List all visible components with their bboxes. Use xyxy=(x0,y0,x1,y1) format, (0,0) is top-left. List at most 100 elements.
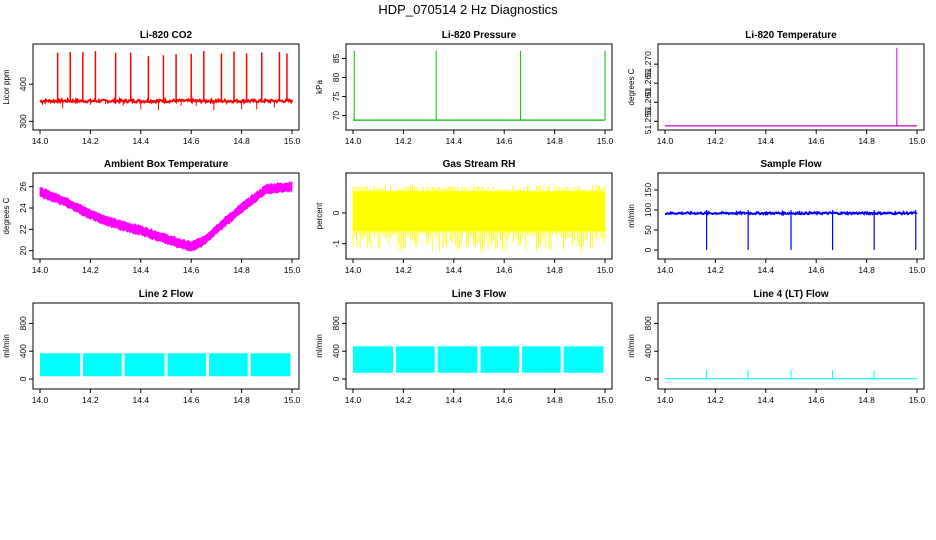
x-tick-label: 14.2 xyxy=(395,395,412,405)
y-tick-label: 51.260 xyxy=(643,89,653,115)
x-tick-label: 15.0 xyxy=(909,136,926,146)
plot-frame xyxy=(345,302,613,390)
x-tick-label: 14.4 xyxy=(446,265,463,275)
x-tick-label: 14.6 xyxy=(496,265,513,275)
y-axis-label: ml/min xyxy=(315,334,324,358)
x-tick-label: 14.4 xyxy=(446,136,463,146)
x-tick-label: 14.0 xyxy=(345,136,362,146)
y-tick-label: -1 xyxy=(331,240,341,248)
chart-title: Li-820 Temperature xyxy=(745,30,837,41)
chart-rh: Gas Stream RH percent 14.0 14.2 14.4 14.6 14.8… xyxy=(315,159,614,275)
x-tick-label: 15.0 xyxy=(284,136,301,146)
y-tick-label: 51.265 xyxy=(643,70,653,96)
y-tick-label: 0 xyxy=(18,376,28,381)
y-tick-label: 51.270 xyxy=(643,51,653,77)
y-tick-label: 20 xyxy=(18,246,28,256)
y-tick-label: 75 xyxy=(331,92,341,102)
x-tick-label: 15.0 xyxy=(909,395,926,405)
x-tick-label: 14.4 xyxy=(758,395,775,405)
chart-line4: Line 4 (LT) Flow ml/min 14.0 14.2 14.4 14.6 14… xyxy=(627,289,926,405)
series-band xyxy=(209,353,248,377)
x-tick-label: 15.0 xyxy=(597,265,614,275)
x-tick-label: 14.8 xyxy=(546,265,563,275)
y-tick-label: 26 xyxy=(18,182,28,192)
chart-temperature: Li-820 Temperature degrees C 14.0 14.2 14.4 1… xyxy=(627,30,926,146)
x-tick-label: 14.6 xyxy=(183,395,200,405)
x-tick-label: 14.6 xyxy=(183,136,200,146)
y-tick-label: 70 xyxy=(331,111,341,121)
plot-frame xyxy=(657,172,925,260)
series-band xyxy=(522,346,561,373)
plot-frame xyxy=(345,43,613,131)
y-tick-label: 24 xyxy=(18,203,28,213)
chart-boxtemp: Ambient Box Temperature degrees C 14.0 14.2… xyxy=(2,159,301,275)
series-band xyxy=(353,346,394,373)
chart-line3: Line 3 Flow ml/min 14.0 14.2 14.4 14.6 14.8 15.… xyxy=(315,289,614,405)
x-tick-label: 14.8 xyxy=(858,395,875,405)
x-tick-label: 14.2 xyxy=(395,136,412,146)
x-tick-label: 15.0 xyxy=(597,136,614,146)
x-tick-label: 14.0 xyxy=(32,265,49,275)
series-band xyxy=(124,353,165,377)
series-band xyxy=(437,346,478,373)
x-tick-label: 14.8 xyxy=(233,136,250,146)
x-tick-label: 15.0 xyxy=(909,265,926,275)
x-tick-label: 14.0 xyxy=(345,395,362,405)
x-tick-label: 14.4 xyxy=(133,136,150,146)
x-tick-label: 14.0 xyxy=(32,395,49,405)
chart-title: Li-820 CO2 xyxy=(140,30,193,41)
chart-pressure: Li-820 Pressure kPa 14.0 14.2 14.4 14.6 14.8 15… xyxy=(315,30,614,146)
x-tick-label: 14.2 xyxy=(82,395,99,405)
x-tick-label: 14.0 xyxy=(657,136,674,146)
x-tick-label: 14.8 xyxy=(233,265,250,275)
x-tick-label: 14.6 xyxy=(183,265,200,275)
x-tick-label: 14.4 xyxy=(758,136,775,146)
y-tick-label: 0 xyxy=(643,376,653,381)
chart-title: Li-820 Pressure xyxy=(442,30,517,41)
plot-frame xyxy=(32,302,300,390)
x-tick-label: 14.2 xyxy=(707,136,724,146)
x-tick-label: 14.4 xyxy=(446,395,463,405)
x-tick-label: 15.0 xyxy=(284,395,301,405)
x-tick-label: 14.8 xyxy=(546,395,563,405)
series-line xyxy=(39,96,293,105)
y-tick-label: 0 xyxy=(331,376,341,381)
y-tick-label: 400 xyxy=(18,77,28,91)
x-tick-label: 15.0 xyxy=(597,395,614,405)
series-band xyxy=(40,353,81,377)
series-band xyxy=(250,353,291,377)
plot-frame xyxy=(657,302,925,390)
series-band xyxy=(83,353,122,377)
y-tick-label: 300 xyxy=(18,114,28,128)
chart-title: Line 2 Flow xyxy=(139,289,194,300)
series-band xyxy=(39,180,293,252)
x-tick-label: 14.8 xyxy=(233,395,250,405)
y-tick-label: 400 xyxy=(18,344,28,358)
plot-frame xyxy=(32,172,300,260)
x-tick-label: 14.6 xyxy=(496,136,513,146)
chart-title: Line 3 Flow xyxy=(452,289,507,300)
y-tick-label: 50 xyxy=(643,225,653,235)
x-tick-label: 14.2 xyxy=(707,265,724,275)
figure-title: HDP_070514 2 Hz Diagnostics xyxy=(378,2,558,17)
plot-frame xyxy=(657,43,925,131)
x-tick-label: 14.4 xyxy=(133,395,150,405)
x-tick-label: 14.0 xyxy=(657,265,674,275)
y-axis-label: kPa xyxy=(315,80,324,94)
y-axis-label: ml/min xyxy=(627,204,636,228)
y-tick-label: 0 xyxy=(643,247,653,252)
y-tick-label: 22 xyxy=(18,224,28,234)
y-axis-label: percent xyxy=(315,202,324,229)
x-tick-label: 15.0 xyxy=(284,265,301,275)
y-axis-label: degrees C xyxy=(627,68,636,105)
series-band xyxy=(396,346,435,373)
y-axis-label: degrees C xyxy=(2,197,11,234)
chart-title: Sample Flow xyxy=(760,159,821,170)
y-tick-label: 800 xyxy=(18,316,28,330)
x-tick-label: 14.2 xyxy=(82,136,99,146)
y-axis-label: Licor ppm xyxy=(2,69,11,104)
x-tick-label: 14.8 xyxy=(858,136,875,146)
chart-title: Ambient Box Temperature xyxy=(104,159,229,170)
x-tick-label: 14.0 xyxy=(657,395,674,405)
